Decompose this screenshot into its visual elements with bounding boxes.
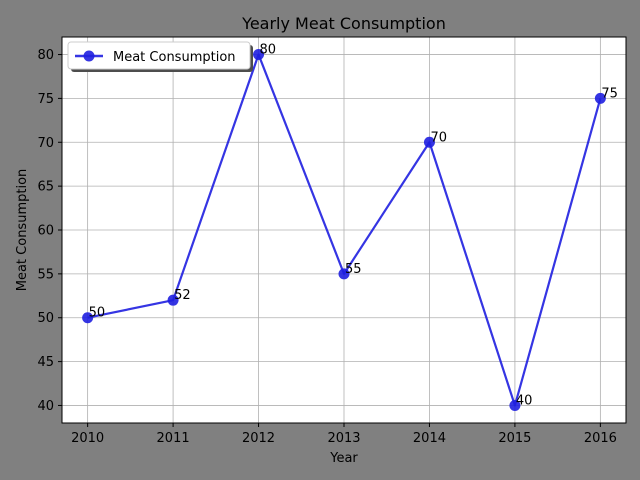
data-label: 70 [430,130,447,145]
data-label: 55 [345,262,362,277]
x-tick-label: 2011 [157,431,190,446]
x-tick-label: 2014 [413,431,446,446]
chart-title: Yearly Meat Consumption [241,14,446,33]
data-label: 80 [260,43,277,58]
data-point [423,136,435,148]
y-axis-ticks: 40 45 50 55 60 65 70 75 80 [37,48,62,414]
x-tick-label: 2016 [584,431,617,446]
y-tick-label: 65 [37,180,54,195]
data-point [82,312,94,324]
y-axis-label: Meat Consumption [15,169,30,292]
data-point [167,294,179,306]
legend-box [67,41,251,70]
data-point [509,399,521,411]
y-tick-label: 60 [37,224,54,239]
y-tick-label: 40 [37,399,54,414]
y-tick-label: 50 [37,311,54,326]
data-point [253,49,265,61]
x-axis-ticks: 2010 2011 2012 2013 2014 2015 2016 [71,423,617,446]
x-axis-label: Year [329,451,358,466]
x-tick-label: 2010 [71,431,104,446]
y-tick-label: 55 [37,267,54,282]
data-point [338,268,350,280]
x-tick-label: 2013 [327,431,360,446]
data-label: 52 [174,288,191,303]
y-tick-label: 80 [37,48,54,63]
y-tick-label: 75 [37,92,54,107]
y-tick-label: 70 [37,136,54,151]
data-labels: 50 52 80 55 70 40 75 [89,43,618,409]
data-point [594,92,606,104]
legend-marker-swatch [83,50,95,62]
x-tick-label: 2012 [242,431,275,446]
data-label: 40 [516,393,533,408]
y-tick-label: 45 [37,355,54,370]
series-layer [82,49,606,411]
legend: Meat Consumption [67,41,253,72]
data-label: 50 [89,306,106,321]
legend-label: Meat Consumption [113,50,236,65]
data-label: 75 [601,86,618,101]
x-tick-label: 2015 [498,431,531,446]
